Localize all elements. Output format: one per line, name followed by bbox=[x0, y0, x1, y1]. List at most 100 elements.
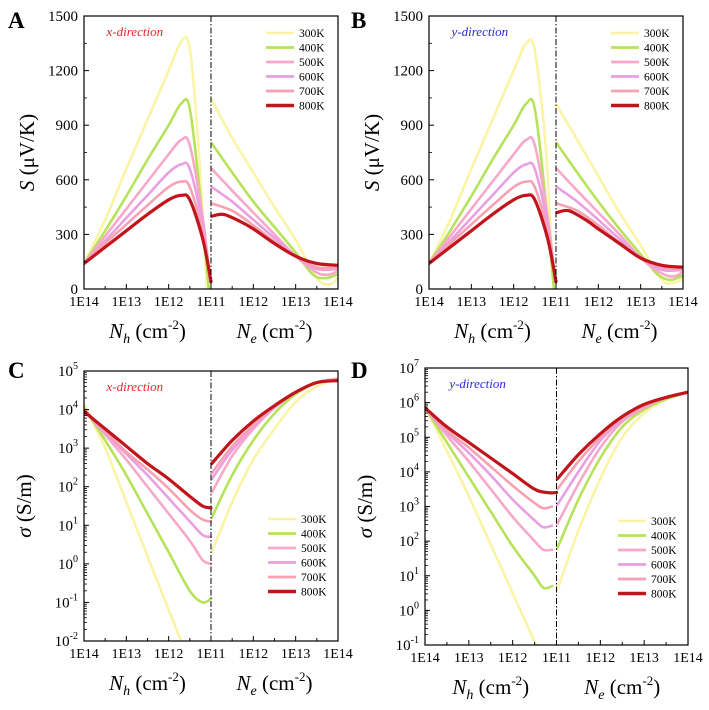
legend-label: 400K bbox=[644, 43, 670, 55]
x-tick-label: 1E12 bbox=[584, 295, 614, 310]
legend-label: 700K bbox=[644, 86, 670, 98]
curves bbox=[429, 38, 683, 289]
legend-label: 700K bbox=[651, 574, 677, 586]
series-line-500k-hole bbox=[429, 135, 557, 282]
legend-label: 300K bbox=[651, 516, 677, 528]
legend-label: 300K bbox=[299, 28, 325, 40]
y-tick-label: 1200 bbox=[393, 64, 423, 80]
series-line-600k-hole bbox=[84, 408, 213, 539]
direction-label: y-direction bbox=[450, 24, 509, 39]
series-line-400k-electron bbox=[556, 390, 688, 550]
y-tick-label: 10-1 bbox=[396, 635, 419, 654]
y-tick-label: 106 bbox=[399, 393, 419, 412]
legend-label: 400K bbox=[651, 531, 677, 543]
legend-label: 500K bbox=[651, 545, 677, 557]
x-axis-label-left: Nh (cm-2) bbox=[451, 673, 529, 703]
legend-label: 700K bbox=[301, 572, 327, 584]
x-tick-label: 1E14 bbox=[69, 295, 99, 310]
x-tick-label: 1E11 bbox=[542, 651, 571, 666]
series-line-800k-hole bbox=[425, 406, 559, 495]
x-axis-label-right: Ne (cm-2) bbox=[581, 317, 658, 347]
series-line-300k-hole bbox=[84, 402, 183, 641]
x-tick-label: 1E14 bbox=[323, 647, 353, 662]
legend-label: 800K bbox=[301, 587, 327, 599]
series-line-400k-hole bbox=[425, 406, 554, 590]
series-line-800k-electron bbox=[555, 208, 683, 269]
legend-label: 800K bbox=[299, 101, 325, 113]
series-line-600k-electron bbox=[555, 185, 683, 273]
series-line-300k-electron bbox=[210, 377, 338, 554]
x-tick-label: 1E12 bbox=[154, 647, 184, 662]
y-tick-label: 105 bbox=[58, 361, 78, 380]
x-axis-label-left: Nh (cm-2) bbox=[108, 317, 186, 347]
series-line-300k-hole bbox=[425, 404, 541, 645]
x-tick-label: 1E13 bbox=[112, 647, 142, 662]
y-tick-label: 105 bbox=[399, 427, 419, 446]
y-axis-label: σ (S/m) bbox=[12, 474, 36, 537]
y-tick-label: 600 bbox=[56, 173, 79, 189]
legend-label: 800K bbox=[651, 589, 677, 601]
x-tick-label: 1E14 bbox=[668, 295, 698, 310]
legend-label: 500K bbox=[299, 57, 325, 69]
y-tick-label: 900 bbox=[56, 118, 79, 134]
x-axis-label-right: Ne (cm-2) bbox=[236, 317, 313, 347]
curves bbox=[84, 36, 338, 289]
series-line-800k-electron bbox=[210, 379, 338, 466]
legend-label: 800K bbox=[644, 101, 670, 113]
series-line-500k-hole bbox=[84, 135, 212, 282]
y-tick-label: 102 bbox=[399, 531, 419, 550]
series-line-500k-hole bbox=[84, 408, 213, 566]
y-tick-label: 0 bbox=[416, 282, 424, 298]
x-axis-label-left: Nh (cm-2) bbox=[108, 669, 186, 699]
y-tick-label: 10-1 bbox=[55, 592, 78, 611]
direction-label: x-direction bbox=[106, 24, 164, 39]
y-tick-label: 1500 bbox=[48, 9, 78, 25]
panel-c: 1E14 1E13 1E12 1E11 1E12 1E13 1E1410-210-11001… bbox=[8, 358, 353, 699]
y-tick-label: 101 bbox=[399, 566, 419, 585]
panel-b: 1E14 1E13 1E12 1E11 1E12 1E13 1E14030060090012… bbox=[351, 8, 698, 347]
series-line-400k-electron bbox=[210, 142, 338, 280]
legend-label: 600K bbox=[651, 560, 677, 572]
y-tick-label: 1200 bbox=[48, 64, 78, 80]
y-tick-label: 10-2 bbox=[55, 631, 78, 650]
x-tick-label: 1E14 bbox=[414, 295, 444, 310]
legend-label: 300K bbox=[301, 514, 327, 526]
x-tick-label: 1E13 bbox=[281, 295, 311, 310]
legend: 300K 400K 500K 600K 700K 800K bbox=[611, 28, 670, 113]
x-tick-label: 1E11 bbox=[196, 295, 225, 310]
y-tick-label: 100 bbox=[399, 600, 419, 619]
x-tick-label: 1E14 bbox=[410, 651, 440, 666]
panel-a: 1E14 1E13 1E12 1E11 1E12 1E13 1E14030060090012… bbox=[8, 8, 353, 347]
y-tick-label: 900 bbox=[401, 118, 424, 134]
panel-d: 1E14 1E13 1E12 1E11 1E12 1E13 1E1410-110010110… bbox=[351, 358, 703, 703]
series-line-600k-hole bbox=[84, 161, 212, 283]
legend-label: 700K bbox=[299, 86, 325, 98]
series-line-800k-electron bbox=[555, 390, 688, 481]
panel-label: A bbox=[8, 8, 25, 33]
series-line-400k-hole bbox=[84, 406, 213, 604]
legend: 300K 400K 500K 600K 700K 800K bbox=[268, 514, 327, 599]
series-line-700k-hole bbox=[425, 406, 554, 510]
y-tick-label: 300 bbox=[401, 227, 424, 243]
y-tick-label: 600 bbox=[401, 173, 424, 189]
x-tick-label: 1E13 bbox=[454, 651, 484, 666]
series-line-300k-electron bbox=[210, 98, 338, 286]
x-tick-label: 1E11 bbox=[196, 647, 225, 662]
legend-label: 400K bbox=[299, 43, 325, 55]
legend-label: 600K bbox=[644, 72, 670, 84]
direction-label: x-direction bbox=[106, 379, 164, 394]
series-line-400k-hole bbox=[84, 97, 211, 289]
y-tick-label: 1500 bbox=[393, 9, 423, 25]
x-axis-label-right: Ne (cm-2) bbox=[236, 669, 313, 699]
x-tick-label: 1E14 bbox=[673, 651, 703, 666]
curves bbox=[425, 390, 688, 645]
x-tick-label: 1E12 bbox=[239, 647, 269, 662]
x-tick-label: 1E11 bbox=[541, 295, 570, 310]
y-tick-label: 102 bbox=[58, 477, 78, 496]
series-line-600k-hole bbox=[429, 161, 557, 283]
legend-label: 600K bbox=[299, 72, 325, 84]
series-line-800k-hole bbox=[84, 193, 213, 284]
x-axis-label-left: Nh (cm-2) bbox=[453, 317, 531, 347]
legend-label: 500K bbox=[644, 57, 670, 69]
